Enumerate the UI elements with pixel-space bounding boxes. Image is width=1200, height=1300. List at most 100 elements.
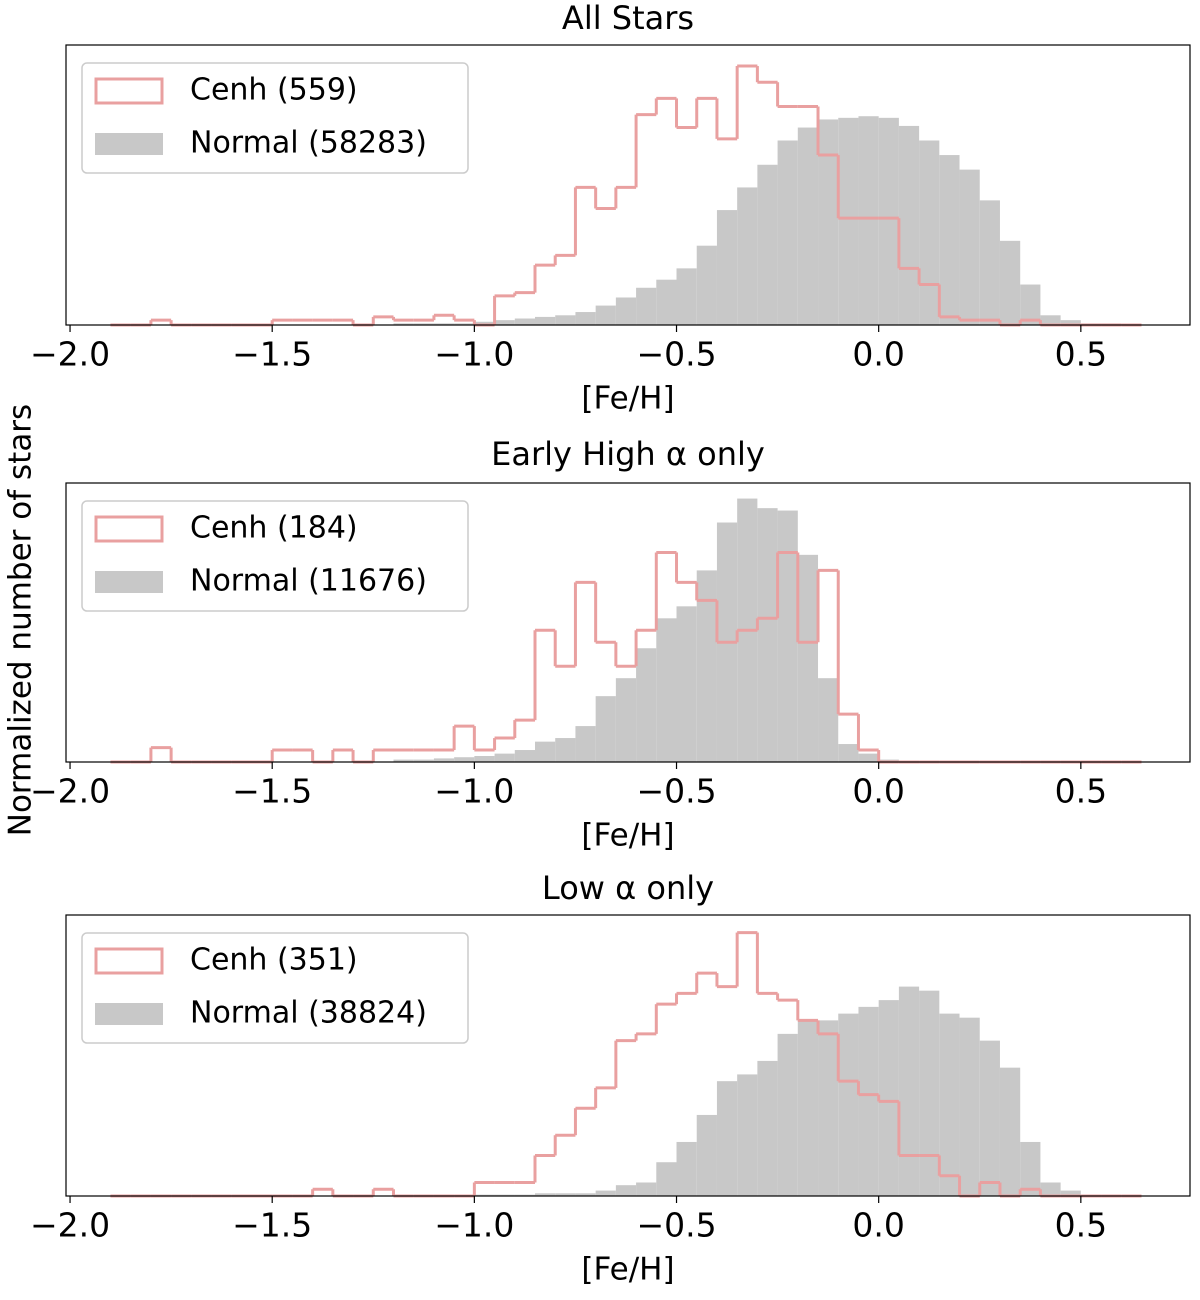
hist-bar [737,187,758,325]
hist-bar [696,1114,717,1196]
hist-bar [878,117,899,325]
x-tick-label: −1.5 [232,1206,312,1245]
hist-bar [757,1060,778,1196]
hist-bar [1040,315,1061,325]
hist-bar [999,1067,1021,1196]
x-tick-label: −1.0 [434,335,514,374]
hist-bar [555,738,576,762]
hist-bar [575,1193,596,1196]
x-axis-label: [Fe/H] [581,1252,674,1288]
panel: All Stars −2.0 −1.5 −1.0 −0.5 0.0 0.5 [Fe/H] Cen… [30,0,1191,417]
legend-label: Normal (38824) [190,996,427,1031]
hist-bar [838,744,859,762]
legend-label: Normal (58283) [190,126,427,161]
x-tick-label: −2.0 [30,1206,110,1245]
hist-bar [1060,320,1081,325]
hist-bar [797,554,819,762]
hist-bar [959,1017,980,1196]
x-tick-label: 0.0 [852,772,904,811]
legend-box [81,932,469,1044]
hist-bar [979,1040,1000,1196]
hist-bar [858,1006,879,1196]
hist-bar [454,757,475,762]
legend-swatch [95,133,163,155]
hist-bar [595,696,616,762]
axes-frame [65,914,1191,1197]
hist-bar [757,508,778,762]
legend-swatch [94,515,164,543]
hist-bar [716,210,738,325]
hist-bar [474,756,495,762]
axes-frame [65,44,1191,326]
hist-bar [777,140,798,325]
hist-bar [797,127,819,325]
x-tick-label: −0.5 [636,335,716,374]
legend-label: Cenh (559) [190,73,358,108]
x-tick-label: −0.5 [636,772,716,811]
hist-bar [858,116,879,326]
legend-label: Normal (11676) [190,564,427,599]
hist-bar [1020,284,1041,325]
panel-title: Low α only [542,869,714,907]
hist-bar [494,320,515,325]
x-tick-label: −1.5 [232,772,312,811]
hist-bar [575,726,596,762]
hist-bar [999,240,1021,325]
hist-bar [575,312,596,325]
hist-bar [474,1194,495,1196]
hist-bar [959,169,980,325]
legend-swatch [95,571,163,593]
x-tick-label: −0.5 [636,1206,716,1245]
hist-bar [514,318,536,325]
hist-bar [878,1000,899,1196]
legend-swatch [94,947,164,975]
hist-bar [535,741,556,762]
x-tick-label: 0.5 [1055,1206,1107,1245]
legend-box [81,62,469,174]
hist-bar [535,316,556,325]
hist-bar [656,618,677,762]
hist-bar [919,990,940,1196]
hist-bar [474,321,495,325]
hist-bar [696,570,717,762]
hist-bar [676,268,697,325]
hist-bar [656,279,677,325]
hist-bar [939,155,960,325]
hist-bar [514,1194,536,1196]
x-tick-label: 0.5 [1055,335,1107,374]
hist-bar [716,1081,738,1196]
hist-bar [858,753,879,762]
hist-bar [898,125,920,325]
hist-bar [838,1013,859,1196]
panel-title: All Stars [562,0,694,37]
panel: Early High α only −2.0 −1.5 −1.0 −0.5 0.0 0.5 [… [30,435,1191,854]
axes-frame [65,482,1191,763]
hist-bar [494,753,515,762]
hist-bar [555,1193,576,1196]
hist-bar [757,164,778,325]
hist-bar [797,1020,819,1196]
hist-bar [898,986,920,1196]
hist-bar [777,510,798,762]
hist-bar [535,1193,556,1196]
hist-bar [555,315,576,325]
legend-box [81,500,469,612]
hist-bar [433,323,455,325]
hist-bar [818,1020,839,1196]
panel-title: Early High α only [491,435,765,473]
hist-bar [777,1033,798,1196]
hist-bar [393,323,414,325]
hist-bar [615,678,637,762]
y-axis-label: Normalized number of stars [3,404,39,836]
hist-bar [514,750,536,762]
hist-bar [615,297,637,325]
legend-label: Cenh (184) [190,511,358,546]
hist-bar [696,245,717,325]
legend-label: Cenh (351) [190,943,358,978]
x-tick-label: −2.0 [30,335,110,374]
hist-bar [393,759,414,762]
hist-bar [595,305,616,325]
hist-bar [636,648,657,762]
hist-bar [818,678,839,762]
